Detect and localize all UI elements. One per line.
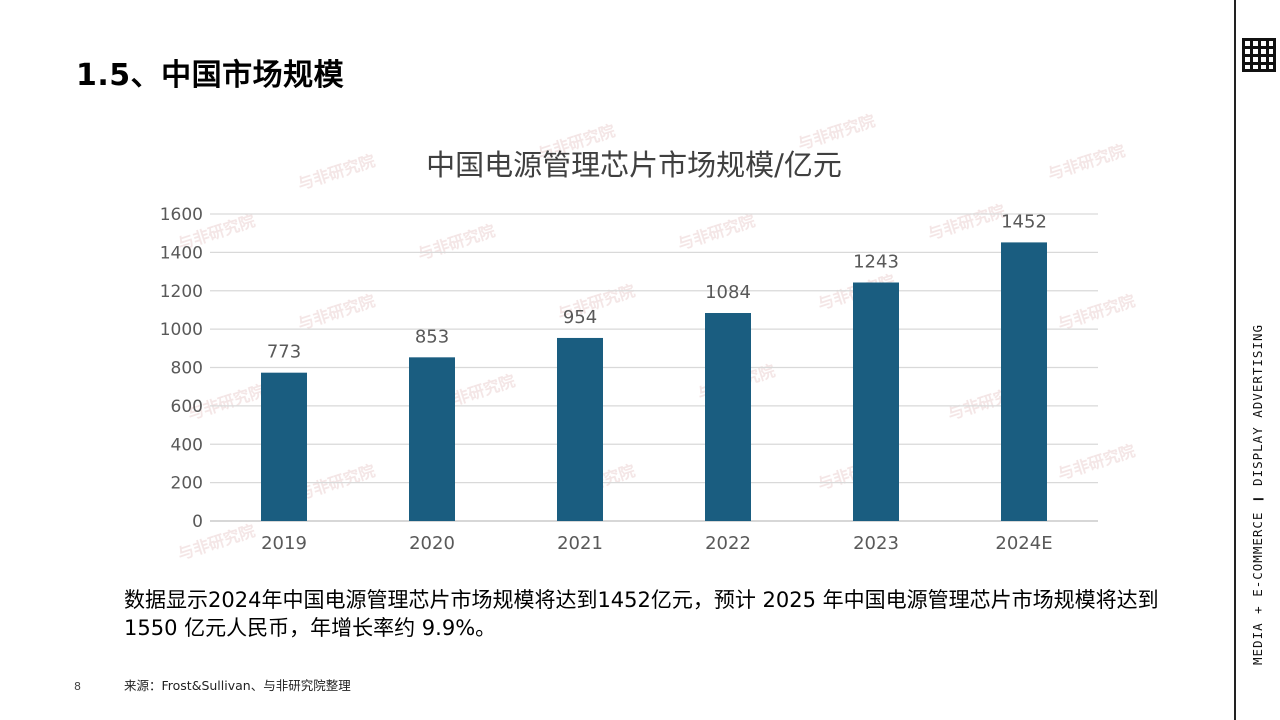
watermark-text: 与非研究院 (295, 151, 377, 194)
y-tick-label: 800 (171, 359, 203, 379)
y-tick-label: 400 (171, 435, 203, 455)
grid-logo-icon (1242, 38, 1276, 72)
x-axis-ticks: 2019 2020 2021 2022 2023 2024E (261, 533, 1053, 554)
source-note: 来源：Frost&Sullivan、与非研究院整理 (124, 678, 351, 693)
summary-text: 数据显示2024年中国电源管理芯片市场规模将达到1452亿元，预计 2025 年… (124, 588, 1159, 640)
bars (261, 242, 1047, 521)
data-label: 1084 (705, 282, 751, 303)
bar-2020 (409, 357, 455, 521)
watermark-text: 与非研究院 (925, 201, 1007, 244)
data-label: 954 (563, 307, 597, 328)
right-divider (1234, 0, 1236, 720)
y-tick-label: 600 (171, 397, 203, 417)
bar-2023 (853, 282, 899, 521)
watermark-text: 与非研究院 (675, 211, 757, 254)
x-tick-label: 2023 (853, 533, 899, 554)
watermark-text: 与非研究院 (415, 221, 497, 264)
y-tick-label: 200 (171, 474, 203, 494)
x-tick-label: 2019 (261, 533, 307, 554)
x-tick-label: 2021 (557, 533, 603, 554)
x-tick-label: 2020 (409, 533, 455, 554)
watermark-text: 与非研究院 (295, 291, 377, 334)
data-label: 773 (267, 342, 301, 363)
grid-lines (210, 213, 1098, 522)
page-number: 8 (74, 680, 81, 693)
vertical-section-tag: MEDIA + E-COMMERCE ❙ DISPLAY ADVERTISING (1250, 323, 1265, 665)
bar-2021 (557, 337, 603, 521)
data-labels: 773 853 954 1084 1243 1452 (267, 211, 1047, 362)
watermark-text: 与非研究院 (1055, 441, 1137, 484)
y-tick-label: 1600 (160, 205, 203, 225)
x-tick-label: 2022 (705, 533, 751, 554)
y-tick-label: 0 (192, 512, 203, 532)
data-label: 853 (415, 326, 449, 347)
bar-2024E (1001, 242, 1047, 521)
bar-2019 (261, 372, 307, 521)
bar-2022 (705, 313, 751, 521)
y-tick-label: 1400 (160, 243, 203, 263)
watermark-text: 与非研究院 (1055, 291, 1137, 334)
data-label: 1452 (1001, 211, 1047, 232)
watermark-text: 与非研究院 (175, 521, 257, 564)
page-title: 1.5、中国市场规模 (76, 58, 345, 93)
y-tick-label: 1000 (160, 320, 203, 340)
data-label: 1243 (853, 251, 899, 272)
chart-title: 中国电源管理芯片市场规模/亿元 (426, 148, 842, 182)
y-tick-label: 1200 (160, 282, 203, 302)
y-axis-ticks: 0 200 400 600 800 1000 1200 1400 1600 (160, 205, 203, 532)
x-tick-label: 2024E (995, 533, 1052, 554)
watermark-text: 与非研究院 (1045, 141, 1127, 184)
